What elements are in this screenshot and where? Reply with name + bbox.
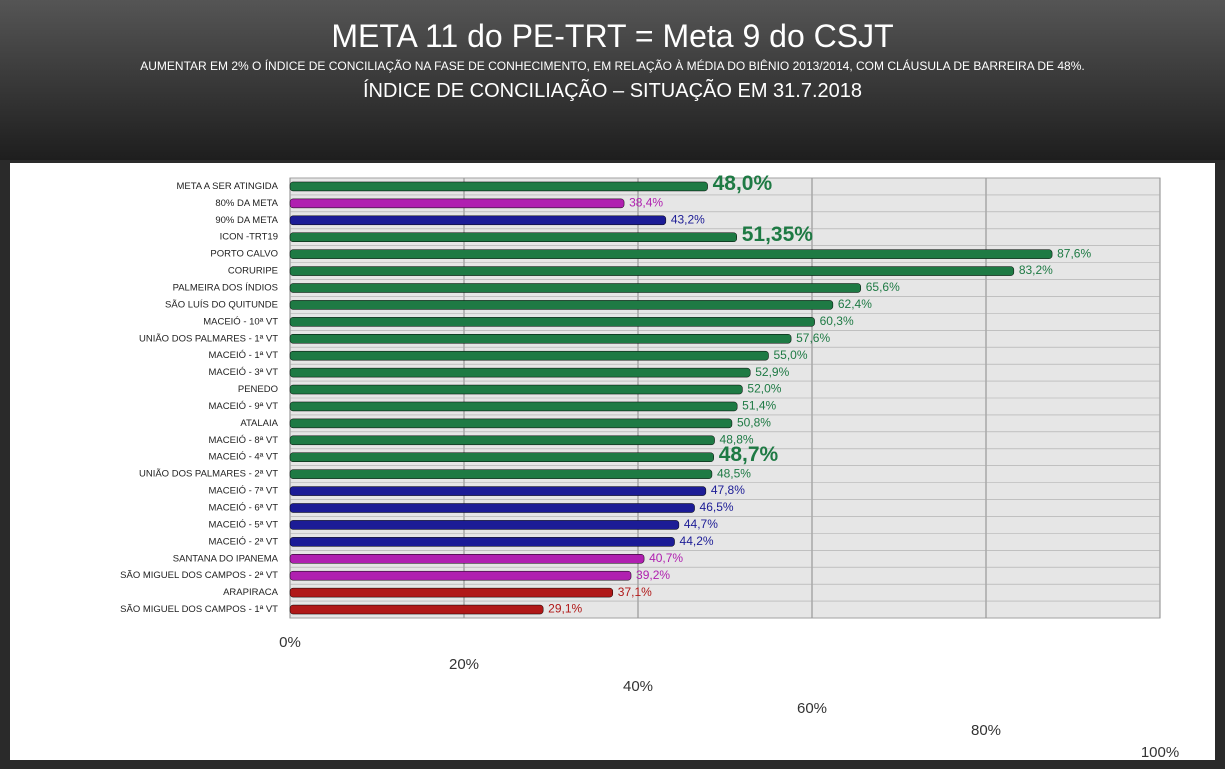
value-label: 37,1%	[618, 585, 652, 599]
value-label: 48,5%	[717, 466, 751, 480]
y-tick-label: SÃO LUÍS DO QUITUNDE	[165, 299, 278, 310]
y-tick-label: PALMEIRA DOS ÍNDIOS	[173, 283, 278, 294]
value-label: 44,2%	[680, 534, 714, 548]
value-label: 60,3%	[820, 314, 854, 328]
value-label: 38,4%	[629, 196, 663, 210]
value-label: 48,8%	[720, 432, 754, 446]
bar	[289, 350, 769, 361]
y-tick-label: PORTO CALVO	[210, 249, 278, 260]
value-label: 43,2%	[671, 212, 705, 226]
x-tick-label: 100%	[1141, 744, 1179, 760]
value-label: 51,4%	[742, 399, 776, 413]
value-label: 29,1%	[548, 602, 582, 616]
value-label: 50,8%	[737, 416, 771, 430]
x-tick-label: 80%	[971, 722, 1001, 739]
x-tick-label: 0%	[279, 634, 301, 651]
y-tick-label: META A SER ATINGIDA	[176, 181, 278, 192]
y-tick-label: MACEIÓ - 3ª VT	[209, 367, 279, 378]
value-label: 57,6%	[796, 331, 830, 345]
bar	[289, 249, 1053, 259]
value-label: 48,0%	[713, 172, 773, 195]
y-tick-label: 80% DA META	[215, 198, 278, 209]
bar	[289, 418, 733, 429]
x-tick-label: 60%	[797, 700, 827, 717]
y-tick-label: SÃO MIGUEL DOS CAMPOS - 1ª VT	[120, 604, 278, 615]
bar	[289, 317, 815, 327]
bar	[289, 554, 645, 564]
bar	[289, 367, 751, 378]
y-tick-label: MACEIÓ - 9ª VT	[209, 401, 279, 412]
bar	[289, 503, 695, 513]
y-tick-label: MACEIÓ - 4ª VT	[209, 452, 279, 463]
bar	[289, 486, 707, 496]
chart-heading: ÍNDICE DE CONCILIAÇÃO – SITUAÇÃO EM 31.7…	[362, 80, 863, 102]
y-tick-label: SANTANA DO IPANEMA	[173, 553, 279, 564]
y-tick-label: UNIÃO DOS PALMARES - 1ª VT	[139, 333, 278, 344]
bar	[289, 537, 675, 547]
y-tick-label: ARAPIRACA	[223, 587, 279, 598]
value-label: 62,4%	[838, 297, 872, 311]
value-label: 87,6%	[1057, 246, 1091, 260]
bar	[289, 181, 708, 192]
x-tick-label: 20%	[449, 656, 479, 673]
bar	[289, 283, 861, 293]
value-label: 52,0%	[747, 382, 781, 396]
y-tick-label: MACEIÓ - 7ª VT	[209, 486, 279, 497]
bar	[289, 604, 544, 615]
bar	[289, 587, 614, 598]
chart-title: META 11 do PE-TRT = Meta 9 do CSJT	[331, 18, 894, 54]
value-label: 46,5%	[700, 500, 734, 514]
bar	[289, 215, 667, 226]
bar	[289, 198, 625, 209]
value-label: 52,9%	[755, 365, 789, 379]
y-tick-label: ICON -TRT19	[220, 232, 278, 243]
bar	[289, 401, 738, 412]
value-label: 55,0%	[774, 348, 808, 362]
bar	[289, 384, 743, 395]
value-label: 83,2%	[1019, 263, 1053, 277]
y-tick-label: ATALAIA	[240, 418, 278, 429]
y-tick-label: CORURIPE	[228, 266, 278, 277]
y-tick-label: MACEIÓ - 1ª VT	[209, 350, 279, 361]
value-label: 44,7%	[684, 517, 718, 531]
chart: 0% 20% 40% 60% 80% 100% META A SER ATINGIDA 48,…	[10, 163, 1215, 760]
bar	[289, 334, 792, 344]
value-label: 39,2%	[636, 568, 670, 582]
value-label: 48,7%	[719, 443, 779, 466]
bar	[289, 452, 714, 462]
bar	[289, 469, 713, 479]
value-label: 65,6%	[866, 280, 900, 294]
y-tick-label: MACEIÓ - 10ª VT	[203, 316, 278, 327]
y-tick-label: SÃO MIGUEL DOS CAMPOS - 2ª VT	[120, 570, 278, 581]
value-label: 40,7%	[649, 551, 683, 565]
bar	[289, 435, 715, 446]
bar	[289, 520, 680, 530]
bar	[289, 300, 834, 310]
y-tick-label: PENEDO	[238, 384, 278, 395]
y-tick-label: MACEIÓ - 2ª VT	[209, 536, 279, 547]
header: META 11 do PE-TRT = Meta 9 do CSJT AUMEN…	[0, 0, 1225, 160]
value-label: 47,8%	[711, 483, 745, 497]
y-tick-label: UNIÃO DOS PALMARES - 2ª VT	[139, 469, 278, 480]
y-tick-label: MACEIÓ - 6ª VT	[209, 503, 279, 514]
y-tick-label: MACEIÓ - 8ª VT	[209, 435, 279, 446]
y-tick-label: MACEIÓ - 5ª VT	[209, 519, 279, 530]
bar	[289, 570, 632, 581]
value-label: 51,35%	[742, 223, 814, 246]
bar	[289, 232, 737, 242]
x-tick-label: 40%	[623, 678, 653, 695]
bar	[289, 266, 1015, 276]
chart-subtitle: AUMENTAR EM 2% O ÍNDICE DE CONCILIAÇÃO N…	[140, 59, 1085, 73]
y-tick-label: 90% DA META	[215, 215, 278, 226]
